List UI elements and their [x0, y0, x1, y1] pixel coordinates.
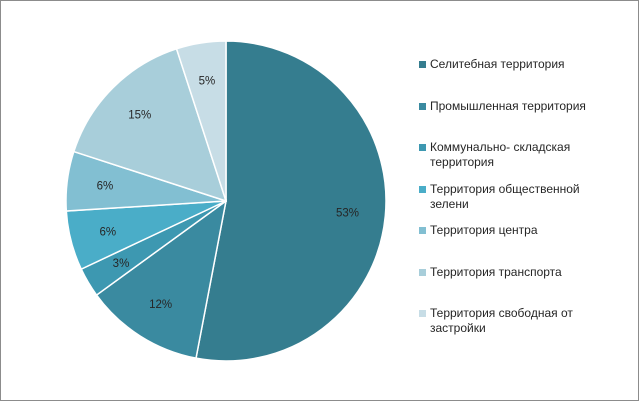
- legend-swatch: [419, 144, 426, 151]
- legend-item-6: Территория транспорта: [419, 265, 619, 280]
- data-label-2: 12%: [149, 299, 172, 311]
- legend-label: Селитебная территория: [430, 57, 565, 71]
- legend-swatch: [419, 185, 426, 193]
- legend-swatch: [419, 61, 426, 68]
- legend-swatch: [419, 227, 426, 234]
- data-label-3: 3%: [113, 258, 130, 270]
- legend-item-5: Территория центра: [419, 223, 619, 238]
- legend-item-3: Коммунально- складская территория: [419, 140, 619, 170]
- legend-item-1: Селитебная территория: [419, 57, 619, 72]
- legend-label: Территория свободная от застройки: [430, 306, 573, 335]
- legend-label: Территория транспорта: [430, 264, 562, 279]
- legend-item-4: Территория общественной зелени: [419, 182, 619, 212]
- legend-label: Промышленная территория: [430, 98, 586, 113]
- pie-slice-6: [72, 47, 228, 203]
- legend-label: Территория общественной зелени: [430, 181, 580, 211]
- pie-slice-7: [175, 40, 227, 202]
- legend-label: Коммунально- складская территория: [430, 140, 571, 169]
- legend-swatch: [419, 102, 426, 110]
- legend-item-2: Промышленная территория: [419, 99, 619, 114]
- pie-data-labels: 53% 12% 3% 6% 6% 15% 5%: [97, 76, 359, 312]
- legend-swatch: [419, 310, 426, 317]
- pie-slice-1: [195, 40, 387, 362]
- data-label-6: 15%: [128, 110, 151, 122]
- data-label-1: 53%: [336, 207, 359, 219]
- pie-slice-2: [95, 199, 228, 360]
- data-label-7: 5%: [199, 76, 216, 88]
- data-label-4: 6%: [100, 226, 117, 238]
- legend-item-7: Территория свободная от застройки: [419, 306, 619, 336]
- data-label-5: 6%: [97, 181, 114, 193]
- pie-slices: [65, 40, 387, 362]
- legend-label: Территория центра: [430, 223, 538, 237]
- legend-swatch: [419, 268, 426, 276]
